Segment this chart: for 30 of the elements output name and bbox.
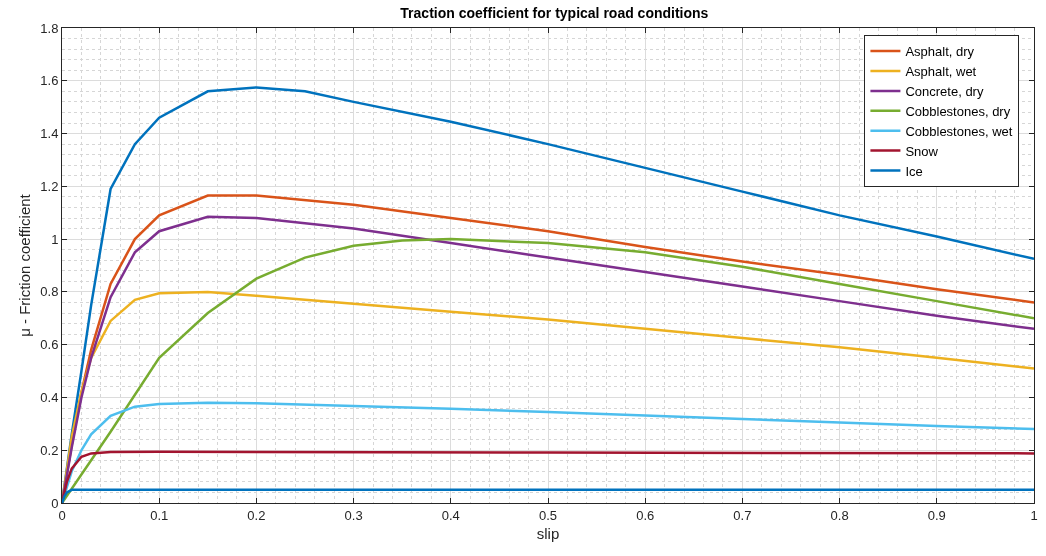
- x-tick-label: 0.1: [150, 507, 169, 523]
- x-tick-label: 0.8: [830, 507, 849, 523]
- y-axis-title: μ - Friction coefficient: [15, 193, 33, 337]
- y-tick-label: 0.8: [40, 284, 59, 300]
- legend-label: Cobblestones, wet: [905, 123, 1013, 139]
- legend-label: Asphalt, wet: [905, 64, 977, 80]
- y-tick-label: 1.4: [40, 126, 59, 142]
- y-tick-label: 1.8: [40, 20, 59, 36]
- legend-label: Ice: [905, 163, 923, 179]
- y-tick-label: 1.2: [40, 178, 59, 194]
- x-tick-label: 0.9: [927, 507, 946, 523]
- x-tick-label: 0.5: [538, 507, 558, 523]
- y-tick-label: 0.6: [40, 337, 59, 353]
- x-tick-label: 0.2: [247, 507, 266, 523]
- y-tick-label: 0.2: [40, 442, 59, 458]
- legend-label: Snow: [905, 143, 939, 159]
- x-axis-title: slip: [536, 524, 560, 542]
- x-tick-label: 0.3: [344, 507, 363, 523]
- x-tick-label: 0.4: [441, 507, 460, 523]
- x-tick-label: 0.7: [733, 507, 752, 523]
- y-tick-label: 1: [51, 231, 59, 247]
- y-tick-label: 0: [51, 495, 59, 511]
- legend-label: Cobblestones, dry: [905, 103, 1011, 119]
- x-tick-label: 1: [1030, 507, 1038, 523]
- chart-title: Traction coefficient for typical road conditions: [400, 5, 709, 22]
- legend-label: Concrete, dry: [905, 83, 984, 99]
- y-tick-label: 1.6: [40, 73, 59, 89]
- legend-label: Asphalt, dry: [905, 44, 975, 60]
- x-tick-label: 0.6: [636, 507, 655, 523]
- y-tick-label: 0.4: [40, 389, 59, 405]
